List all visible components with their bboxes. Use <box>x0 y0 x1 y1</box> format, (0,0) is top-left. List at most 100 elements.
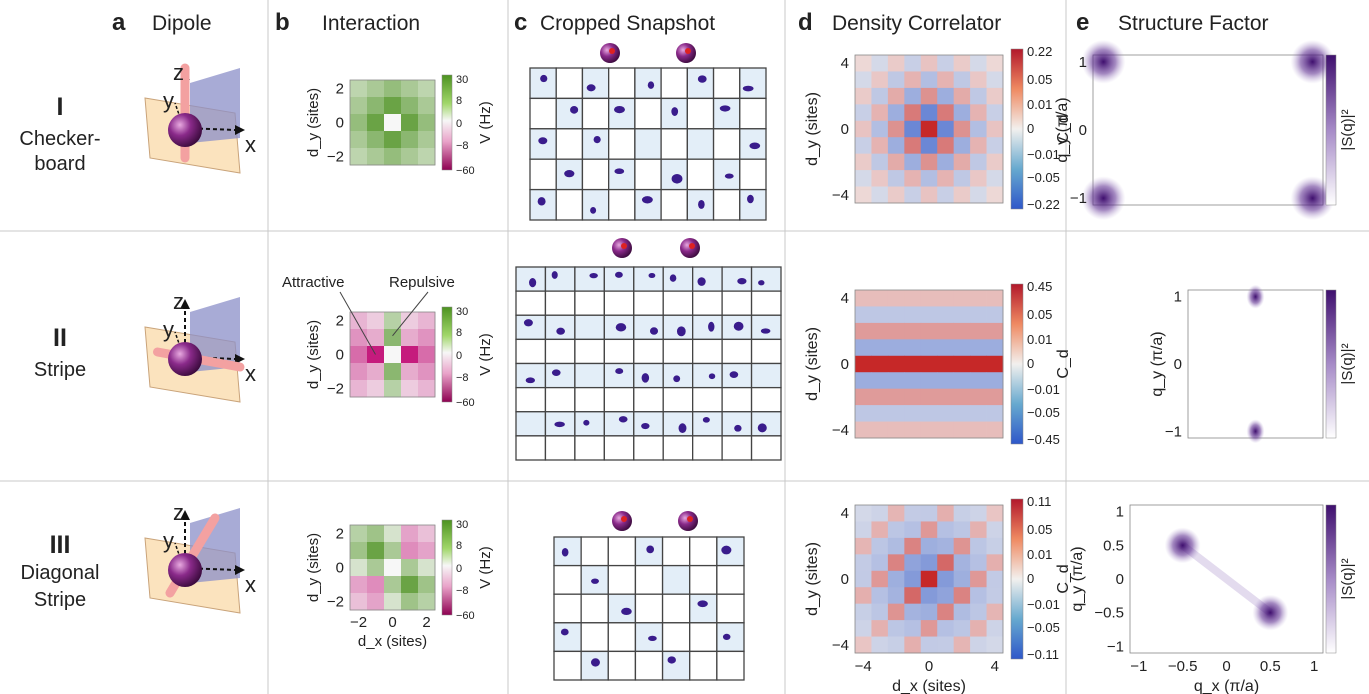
heatmap-cell <box>855 372 872 390</box>
lattice-site <box>581 97 610 130</box>
y-tick-label: −4 <box>832 422 849 439</box>
colorbar-tick-label: −0.05 <box>1027 405 1060 420</box>
atom-blob <box>537 197 546 206</box>
heatmap-cell <box>937 505 955 522</box>
heatmap-cell <box>970 521 987 539</box>
heatmap-cell <box>401 380 419 398</box>
lattice-site <box>634 593 664 624</box>
atom-blob <box>697 277 706 286</box>
atom-blob <box>673 375 681 383</box>
lattice-site <box>574 411 605 437</box>
lattice-site <box>716 593 745 624</box>
heatmap-cell <box>904 570 922 588</box>
lattice-site <box>689 650 718 681</box>
heatmap-cell <box>384 346 402 364</box>
heatmap-cell <box>401 542 419 560</box>
heatmap-cell <box>986 339 1004 357</box>
column-letter-e: e <box>1076 9 1089 36</box>
lattice-site <box>634 188 662 221</box>
heatmap-cell <box>384 593 402 611</box>
y-tick-label: 4 <box>841 290 849 307</box>
heatmap-cell <box>937 170 955 187</box>
heatmap-cell <box>953 306 971 324</box>
heatmap-cell <box>937 636 955 654</box>
heatmap-cell <box>953 290 971 307</box>
heatmap-cell <box>970 537 987 555</box>
heatmap-cell <box>855 186 872 204</box>
heatmap-cell <box>855 505 872 522</box>
row-label-1a: Checker- <box>19 128 100 150</box>
heatmap-cell <box>970 505 987 522</box>
heatmap-cell <box>871 636 889 654</box>
heatmap-cell <box>937 537 955 555</box>
lattice-site <box>712 188 741 221</box>
heatmap-cell <box>418 80 436 98</box>
heatmap-cell <box>970 120 987 138</box>
lattice-site <box>555 97 584 130</box>
heatmap-cell <box>384 542 402 560</box>
lattice-site <box>660 128 688 160</box>
heatmap-cell <box>887 186 905 204</box>
y-axis-label: d_y (sites) <box>305 320 322 389</box>
heatmap-cell <box>970 405 987 422</box>
colorbar-tick-label: 0.45 <box>1027 279 1052 294</box>
plot-frame <box>349 311 436 398</box>
heatmap-cell <box>986 537 1004 555</box>
lattice-site <box>553 622 582 653</box>
heatmap-cell <box>887 170 905 187</box>
dipole-plane <box>190 297 240 372</box>
y-axis-line <box>174 102 183 124</box>
heatmap-cell <box>970 339 987 357</box>
structure-factor-peak <box>1252 594 1289 631</box>
atom-blob <box>561 548 569 557</box>
plot-frame <box>349 524 436 611</box>
heatmap-cell <box>418 148 436 166</box>
heatmap-cell <box>986 587 1004 605</box>
heatmap-cell <box>855 87 872 105</box>
heatmap-cell <box>384 312 402 330</box>
y-tick-label: 0 <box>841 356 849 373</box>
interaction-panel-3: 2 0 −2 d_y (sites) −2 0 2 d_x (sites) 30 8 0 −8 −60 V… <box>305 519 494 650</box>
y-tick-label: −4 <box>832 637 849 654</box>
heatmap-cell <box>871 521 889 539</box>
heatmap-cell <box>986 306 1004 324</box>
y-tick-label: 0 <box>1174 356 1182 373</box>
heatmap-cell <box>384 80 402 98</box>
lattice-site <box>633 266 664 292</box>
heatmap-cell <box>871 104 889 122</box>
y-axis-label: q_y (π/a) <box>1054 97 1071 162</box>
heatmap-cell <box>855 636 872 654</box>
lattice-site <box>515 435 547 461</box>
y-axis-line <box>174 331 183 353</box>
lattice-site <box>692 338 723 365</box>
heatmap-cell <box>871 505 889 522</box>
heatmap-cell <box>384 114 402 132</box>
lattice-site <box>662 314 694 341</box>
atom-blob <box>641 422 650 430</box>
column-letter-a: a <box>112 9 126 36</box>
heatmap-cell <box>986 290 1004 307</box>
heatmap-cell <box>367 525 385 543</box>
atom-blob <box>667 656 676 664</box>
atom-blob <box>671 173 683 184</box>
lattice-site <box>574 338 605 365</box>
atom-blob <box>583 419 590 426</box>
atom-blob <box>621 607 632 616</box>
heatmap-cell <box>855 603 872 621</box>
heatmap-cell <box>401 312 419 330</box>
heatmap-cell <box>401 80 419 98</box>
heatmap-cell <box>937 339 955 357</box>
heatmap-cell <box>418 380 436 398</box>
axis-label-y: y <box>163 528 174 553</box>
heatmap-cell <box>953 554 971 572</box>
y-tick-label: −1 <box>1070 190 1087 207</box>
annotation-line <box>392 291 429 337</box>
atom-blob <box>590 206 597 214</box>
row-label-3b: Stripe <box>34 589 86 611</box>
colorbar-tick-label: −0.01 <box>1027 597 1060 612</box>
lattice-site <box>553 564 582 595</box>
structure-factor-panel-3: 1 0.5 0 −0.5 −1 q_y (π/a) −1 −0.5 0 0.5 1 q_x (π/a)… <box>1069 504 1356 694</box>
atom-blob <box>760 328 771 334</box>
heatmap-cell <box>953 587 971 605</box>
atom-sphere <box>168 342 202 376</box>
